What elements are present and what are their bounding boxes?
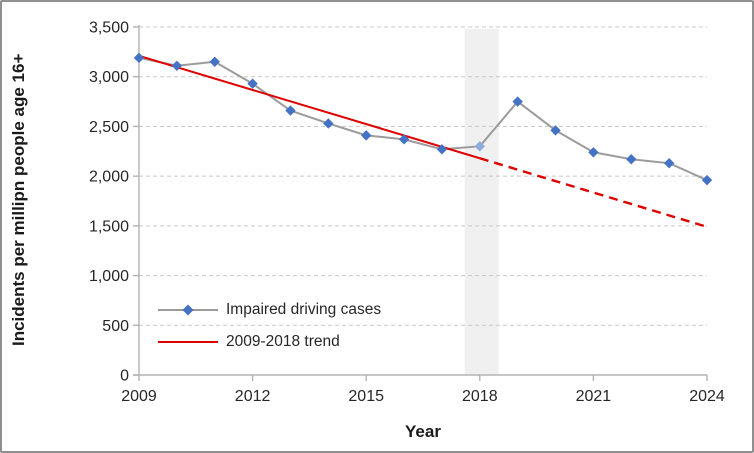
data-point-diamond [474, 141, 485, 152]
trend-line-solid [138, 54, 481, 160]
x-tick-label: 2024 [689, 388, 725, 405]
legend-item-impaired-driving: Impaired driving cases [157, 294, 381, 326]
data-point-diamond [171, 60, 183, 71]
legend: Impaired driving cases 2009-2018 trend [157, 294, 381, 358]
data-point-diamond [323, 118, 334, 129]
y-tick-label: 1,500 [89, 218, 129, 235]
legend-label: Impaired driving cases [226, 301, 382, 318]
data-point-diamond [512, 96, 523, 107]
x-tick-label: 2015 [348, 388, 384, 405]
highlight-band [464, 29, 499, 375]
x-tick-label: 2012 [235, 388, 271, 405]
data-point-diamond [436, 144, 448, 155]
data-point-diamond [588, 147, 599, 158]
x-axis-title: Year [405, 422, 441, 441]
data-point-diamond [398, 134, 410, 145]
data-point-diamond [247, 78, 258, 89]
y-tick-label: 3,500 [89, 20, 129, 37]
data-point-diamond [663, 158, 675, 169]
impaired-driving-line [138, 56, 708, 182]
red-line-icon [158, 341, 218, 343]
data-point-diamond [285, 105, 296, 116]
x-tick-label: 2021 [576, 388, 612, 405]
data-point-diamond [209, 56, 220, 67]
y-axis-title: Incidents per millipn people age 16+ [9, 53, 28, 347]
trend-line-dashed [479, 157, 708, 229]
data-point-diamond [361, 130, 372, 141]
data-point-diamond [133, 52, 145, 64]
data-point-diamond [701, 174, 713, 186]
gray-line-blue-diamond-icon [158, 304, 218, 316]
x-tick-label: 2009 [121, 388, 157, 405]
data-point-diamond [626, 154, 637, 165]
y-tick-label: 1,000 [89, 268, 129, 285]
x-tick-label: 2018 [462, 388, 498, 405]
y-tick-label: 2,500 [89, 119, 129, 136]
y-tick-label: 0 [120, 368, 129, 385]
y-tick-label: 500 [102, 318, 129, 335]
legend-item-trend: 2009-2018 trend [157, 326, 381, 358]
legend-label: 2009-2018 trend [226, 333, 340, 350]
y-tick-label: 2,000 [89, 169, 129, 186]
data-point-diamond [550, 125, 561, 136]
y-tick-label: 3,000 [89, 69, 129, 86]
